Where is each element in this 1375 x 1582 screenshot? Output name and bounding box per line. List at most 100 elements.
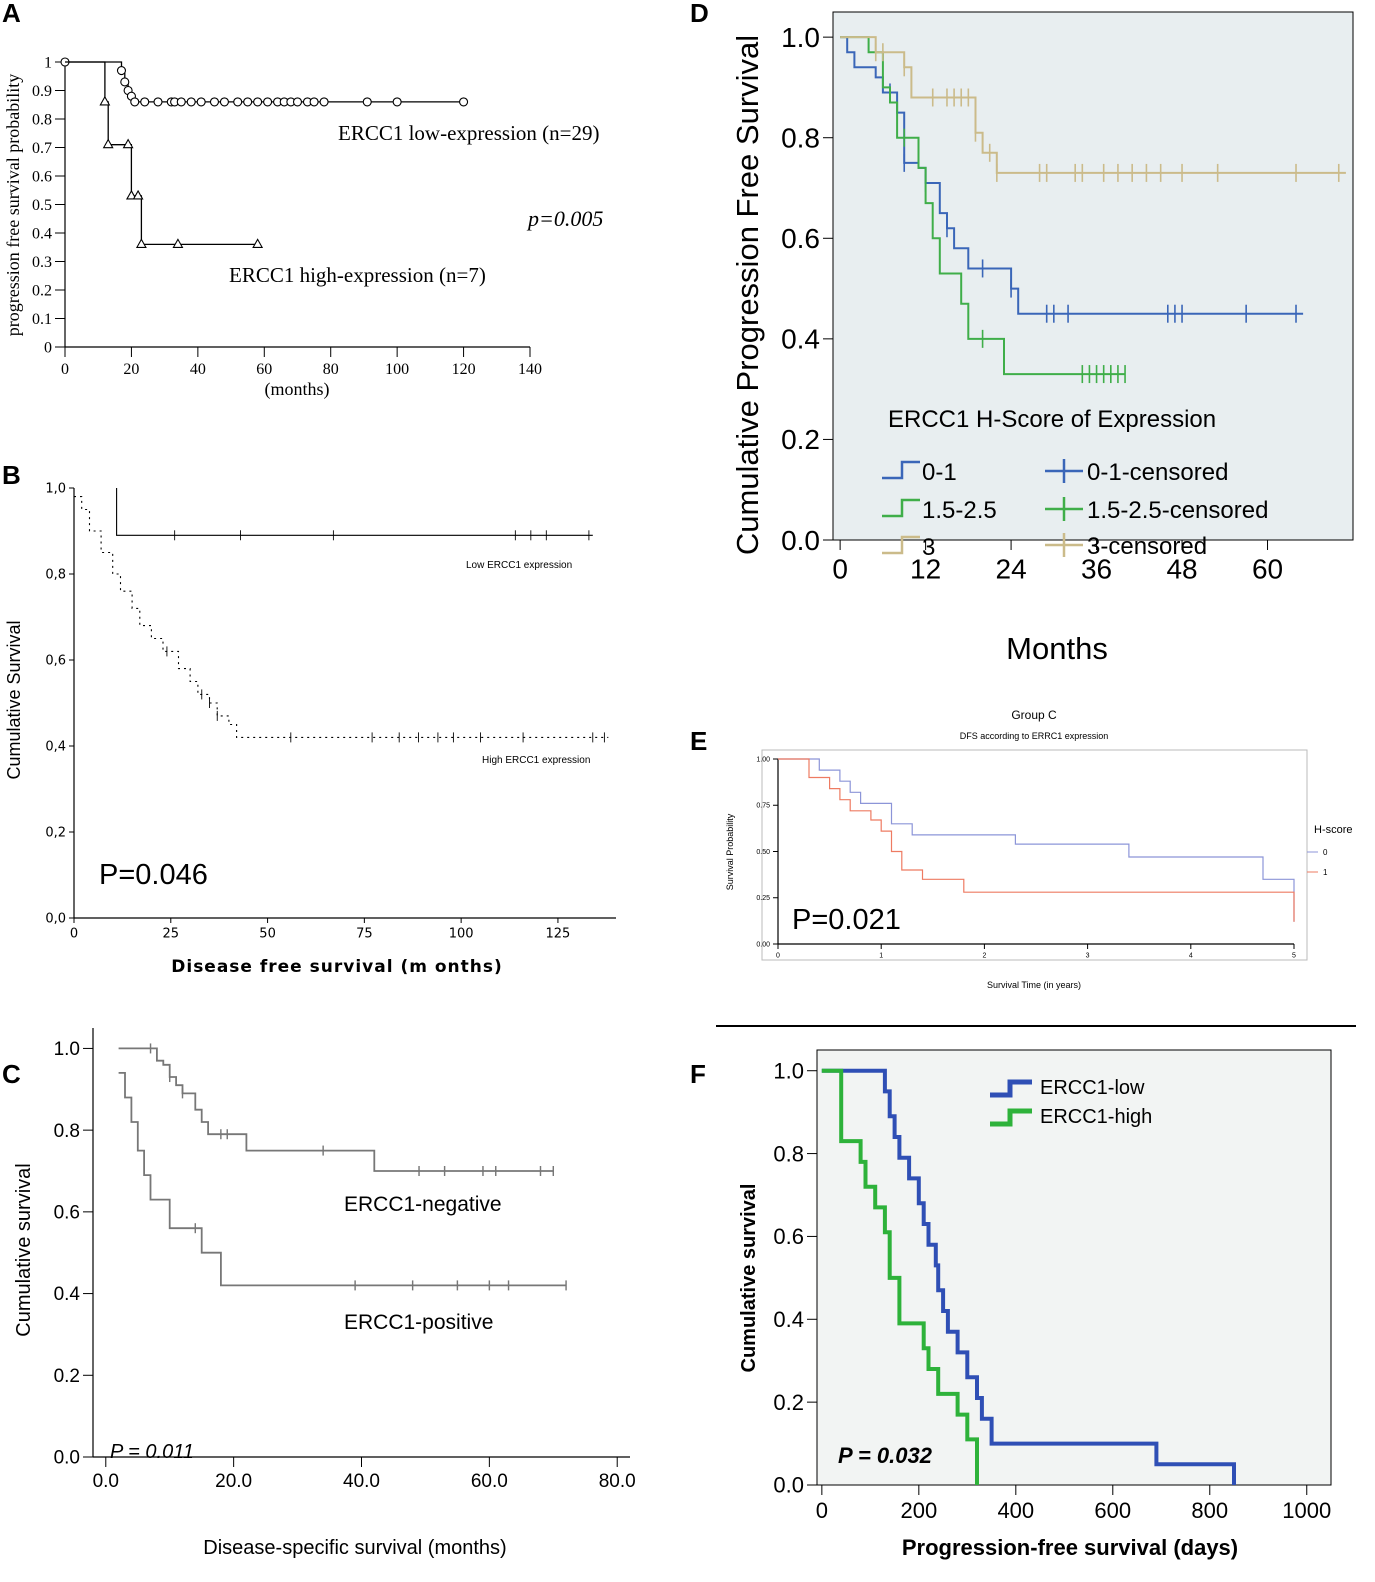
panel-b-xlabel: Disease free survival (m onths) xyxy=(171,957,503,977)
panel-e-legend-label-0: 0 xyxy=(1323,848,1328,857)
panel-b-legend-low: Low ERCC1 expression xyxy=(466,560,572,571)
censor-marker xyxy=(319,97,329,107)
series-line-ercc1-high xyxy=(821,1068,979,1485)
censor-marker xyxy=(176,97,186,107)
x-tick-label: 50 xyxy=(259,926,276,941)
censor-marker xyxy=(392,97,402,107)
panel-b-legend-high: High ERCC1 expression xyxy=(482,755,590,766)
censor-marker xyxy=(459,97,469,107)
y-tick-label: 0.6 xyxy=(781,223,820,254)
panel-e-legend-title: H-score xyxy=(1314,824,1353,836)
panel-f-plot: 0 200 400 600 800 1000 0.0 0.2 0.4 0.6 0.8 1.0 xyxy=(773,1058,1331,1522)
censor-marker xyxy=(172,238,184,248)
panel-c-pvalue: P = 0.011 xyxy=(110,1441,194,1463)
legend-swatch-1-5-2-5 xyxy=(882,498,920,518)
y-tick-label: 0.25 xyxy=(756,895,770,902)
x-tick-label: 100 xyxy=(385,361,409,378)
legend-label-0-1-censored: 0-1-censored xyxy=(1087,459,1228,486)
censor-marker xyxy=(116,66,127,76)
x-tick-label: 0 xyxy=(776,953,780,960)
censor-marker xyxy=(130,97,140,107)
panel-f-pvalue: P = 0.032 xyxy=(838,1443,933,1468)
x-tick-label: 40 xyxy=(190,361,206,378)
y-tick-label: 0.00 xyxy=(756,941,770,948)
y-tick-label: 1 xyxy=(44,55,52,72)
x-tick-label: 60 xyxy=(256,361,272,378)
censor-marker xyxy=(135,238,147,248)
panel-e-title: Group C xyxy=(1011,708,1057,722)
y-tick-label: 0.4 xyxy=(32,226,52,243)
censor-marker xyxy=(122,138,134,149)
y-tick-label: 0.4 xyxy=(773,1307,804,1332)
x-tick-label: 20 xyxy=(123,361,139,378)
panel-letter-f: F xyxy=(690,1059,706,1089)
chart-marks: 0 20 40 60 80 100 120 14000.10.20.30.40.50.60.7… xyxy=(32,22,1346,1523)
y-tick-label: 1,0 xyxy=(45,482,66,497)
legend-label-1-5-2-5: 1.5-2.5 xyxy=(922,497,997,524)
panel-letter-b: B xyxy=(2,460,21,490)
x-tick-label: 800 xyxy=(1191,1498,1228,1523)
panel-c-xlabel: Disease-specific survival (months) xyxy=(203,1537,506,1559)
series-line-ercc1-positive xyxy=(118,1072,567,1287)
y-tick-label: 0.4 xyxy=(54,1284,81,1305)
panel-letter-a: A xyxy=(2,0,21,28)
y-tick-label: 0.8 xyxy=(773,1141,804,1166)
series-line-ercc1-low xyxy=(821,1068,1236,1485)
y-tick-label: 0.75 xyxy=(756,803,770,810)
y-tick-label: 0.8 xyxy=(32,112,52,129)
x-tick-label: 2 xyxy=(982,953,986,960)
censor-marker xyxy=(140,97,150,107)
y-tick-label: 0.5 xyxy=(32,197,52,214)
x-tick-label: 0 xyxy=(832,554,848,585)
y-tick-label: 0.6 xyxy=(32,169,52,186)
x-tick-label: 80.0 xyxy=(599,1471,636,1492)
y-tick-label: 1.0 xyxy=(773,1058,804,1083)
y-tick-label: 0.4 xyxy=(781,324,820,355)
panel-f-xlabel: Progression-free survival (days) xyxy=(902,1535,1238,1560)
censor-marker xyxy=(362,97,372,107)
panel-d-ylabel: Cumulative Progression Free Survival xyxy=(730,35,765,555)
panel-letter-e: E xyxy=(690,726,707,756)
y-tick-label: 0.3 xyxy=(32,254,52,271)
panel-letter-c: C xyxy=(2,1059,21,1089)
panel-e-ylabel: Survival Probability xyxy=(725,813,735,890)
series-line-1-5-2-5 xyxy=(840,36,1126,376)
y-tick-label: 0.7 xyxy=(32,140,52,157)
panel-f-ylabel: Cumulative survival xyxy=(738,1184,760,1373)
y-tick-label: 0.0 xyxy=(781,525,820,556)
y-tick-label: 0,6 xyxy=(45,654,66,669)
y-tick-label: 0.6 xyxy=(773,1224,804,1249)
y-tick-label: 0.8 xyxy=(54,1121,80,1142)
x-tick-label: 75 xyxy=(356,926,373,941)
y-tick-label: 0.0 xyxy=(773,1473,804,1498)
x-tick-label: 4 xyxy=(1189,953,1193,960)
x-tick-label: 12 xyxy=(910,554,941,585)
censor-marker xyxy=(252,238,264,248)
censor-marker xyxy=(292,97,303,107)
censor-marker xyxy=(125,189,137,200)
x-tick-label: 120 xyxy=(452,361,476,378)
y-tick-label: 0,2 xyxy=(45,826,66,841)
panel-f-legend-high: ERCC1-high xyxy=(1040,1106,1152,1128)
x-tick-label: 36 xyxy=(1081,554,1112,585)
x-tick-label: 100 xyxy=(449,926,474,941)
y-tick-label: 0.2 xyxy=(781,424,820,455)
x-tick-label: 1000 xyxy=(1282,1498,1331,1523)
x-tick-label: 1 xyxy=(879,953,883,960)
x-tick-label: 25 xyxy=(163,926,180,941)
panel-a-plot: 0 20 40 60 80 100 120 140 0 0.1 0.2 0.3 0.4 0.5 0.6 0.7… xyxy=(32,55,542,379)
x-tick-label: 0 xyxy=(61,361,69,378)
y-tick-label: 0.2 xyxy=(32,283,52,300)
y-tick-label: 0.6 xyxy=(54,1203,80,1224)
panel-a-legend-high: ERCC1 high-expression (n=7) xyxy=(229,263,486,287)
panel-c-ylabel: Cumulative survival xyxy=(13,1163,35,1336)
x-tick-label: 20.0 xyxy=(215,1471,252,1492)
series-line-0 xyxy=(778,758,1295,922)
legend-swatch-0-1 xyxy=(882,460,920,480)
x-tick-label: 200 xyxy=(900,1498,937,1523)
panel-e-legend-label-1: 1 xyxy=(1323,868,1328,877)
censor-marker xyxy=(253,97,263,107)
series-line-1 xyxy=(778,758,1295,922)
panel-f-legend-swatch-low xyxy=(990,1079,1032,1098)
panel-a-legend-low: ERCC1 low-expression (n=29) xyxy=(338,121,600,145)
